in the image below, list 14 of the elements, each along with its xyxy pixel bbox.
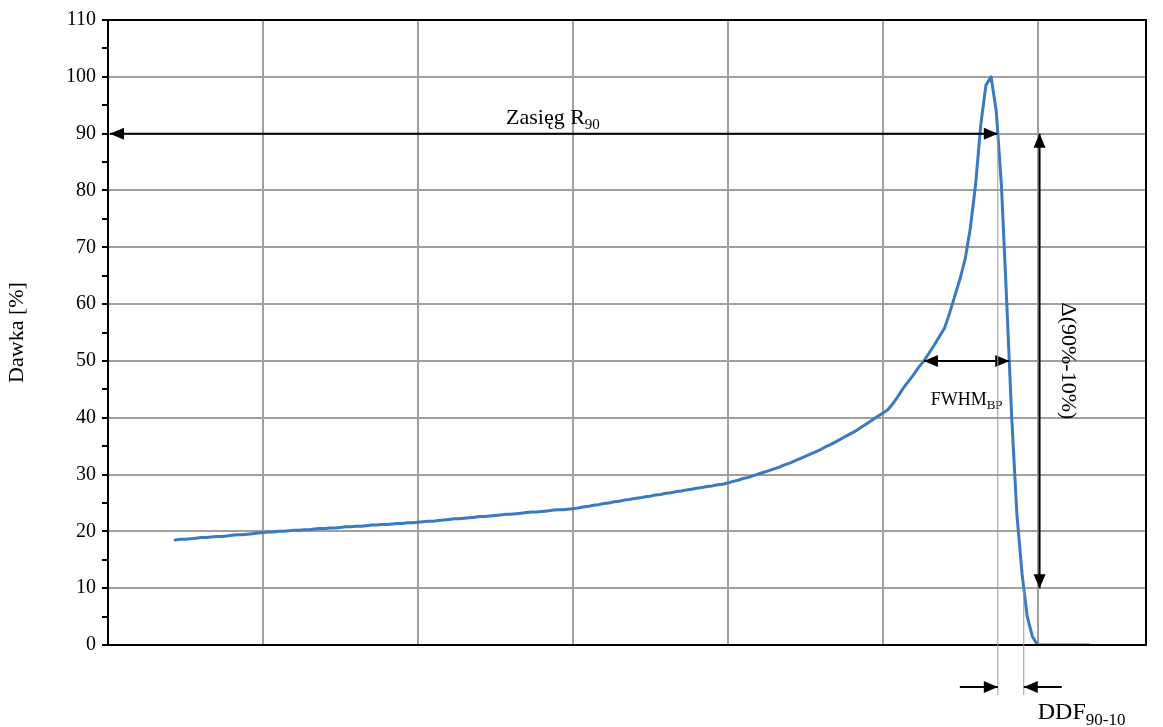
y-tick-label: 30 (76, 461, 96, 484)
y-tick-label: 10 (76, 575, 96, 598)
y-tick-label: 50 (76, 348, 96, 371)
y-tick-label: 80 (76, 177, 96, 200)
y-tick-label: 0 (86, 632, 96, 655)
y-tick-label: 100 (66, 64, 96, 87)
y-tick-label: 70 (76, 234, 96, 257)
y-tick-label: 110 (66, 7, 96, 30)
y-tick-label: 90 (76, 120, 96, 143)
y-tick-label: 20 (76, 518, 96, 541)
y-axis-title: Dawka [%] (2, 282, 28, 383)
annotation: Δ(90%-10%) (1056, 302, 1082, 420)
y-tick-label: 60 (76, 291, 96, 314)
y-tick-label: 40 (76, 404, 96, 427)
